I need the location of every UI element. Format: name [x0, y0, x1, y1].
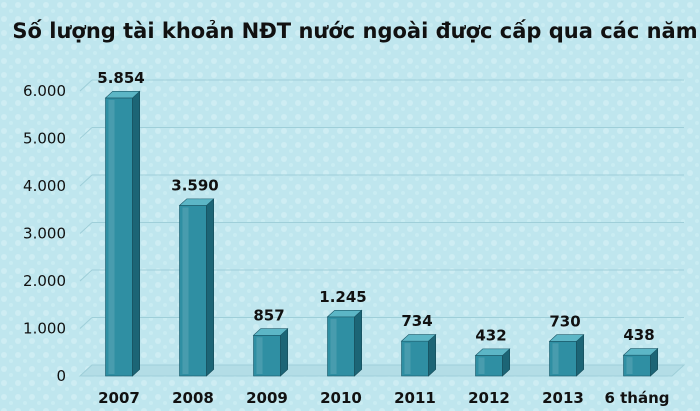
bar-side: [132, 90, 140, 377]
data-label: 734: [401, 312, 432, 330]
data-label: 438: [623, 326, 654, 344]
bar-highlight: [626, 357, 633, 374]
y-axis-ticks: 0 1.000 2.000 3.000 4.000 5.000 6.000: [23, 82, 66, 385]
x-axis-ticks: 2007 2008 2009 2010 2011 2012 2013 6 tháng: [98, 389, 669, 407]
gridline-depth: [79, 222, 93, 234]
x-tick-label: 2007: [98, 389, 140, 407]
bar-top: [548, 334, 585, 342]
y-tick-label: 1.000: [23, 320, 66, 338]
bar: [548, 334, 585, 377]
data-label: 857: [253, 306, 284, 324]
bar: [252, 328, 289, 377]
bar: [326, 309, 363, 377]
bar: [622, 347, 659, 377]
data-label: 3.590: [171, 176, 218, 194]
gridline-depth: [79, 174, 93, 187]
y-tick-label: 3.000: [23, 225, 66, 243]
bar-highlight: [182, 207, 189, 374]
x-tick-label: 2009: [246, 389, 288, 407]
bar-side: [206, 198, 214, 377]
y-tick-label: 6.000: [23, 82, 66, 100]
y-tick-label: 0: [56, 367, 66, 385]
bar-top: [178, 198, 215, 206]
floor-plane: [78, 364, 686, 377]
x-tick-label: 2010: [320, 389, 362, 407]
bar-top: [252, 328, 289, 336]
bar: [178, 198, 215, 377]
gridline-depth: [79, 317, 93, 329]
bar-side: [280, 328, 289, 377]
bar-front: [549, 341, 577, 377]
bar-front: [401, 340, 429, 377]
x-tick-label: 6 tháng: [604, 389, 669, 407]
bar-highlight: [108, 99, 115, 374]
bar-top: [326, 309, 363, 318]
gridline-depth: [79, 127, 93, 139]
bar-top: [104, 91, 141, 99]
bar-side: [576, 334, 585, 377]
bar-top: [474, 348, 511, 356]
gridline-depth: [79, 269, 93, 282]
chart-title: Số lượng tài khoản NĐT nước ngoài được c…: [12, 19, 697, 43]
bar: [474, 348, 511, 377]
data-labels: 5.854 3.590 857 1.245 734 432 730 438: [97, 69, 654, 345]
bar-highlight: [404, 343, 411, 374]
x-tick-label: 2008: [172, 389, 214, 407]
bar-side: [428, 333, 437, 377]
bar-top: [400, 334, 437, 342]
bar-highlight: [256, 337, 263, 374]
bar-front: [179, 205, 207, 377]
bars: [104, 90, 659, 377]
bar-highlight: [552, 343, 559, 374]
chart-floor: [78, 364, 686, 377]
bar-highlight: [478, 357, 485, 374]
data-label: 432: [475, 326, 506, 344]
bar-highlight: [330, 318, 337, 374]
y-tick-label: 4.000: [23, 177, 66, 195]
x-tick-label: 2013: [542, 389, 584, 407]
bar-top: [622, 348, 659, 356]
data-label: 730: [549, 312, 580, 330]
bar-front: [253, 334, 281, 377]
bar: [104, 90, 141, 377]
y-tick-label: 2.000: [23, 272, 66, 290]
x-tick-label: 2012: [468, 389, 510, 407]
bar-side: [354, 309, 363, 377]
bar-front: [105, 97, 133, 377]
x-tick-label: 2011: [394, 389, 436, 407]
gridline-depth: [79, 79, 93, 92]
data-label: 5.854: [97, 69, 144, 87]
bar: [400, 333, 437, 377]
y-tick-label: 5.000: [23, 130, 66, 148]
data-label: 1.245: [319, 288, 366, 306]
